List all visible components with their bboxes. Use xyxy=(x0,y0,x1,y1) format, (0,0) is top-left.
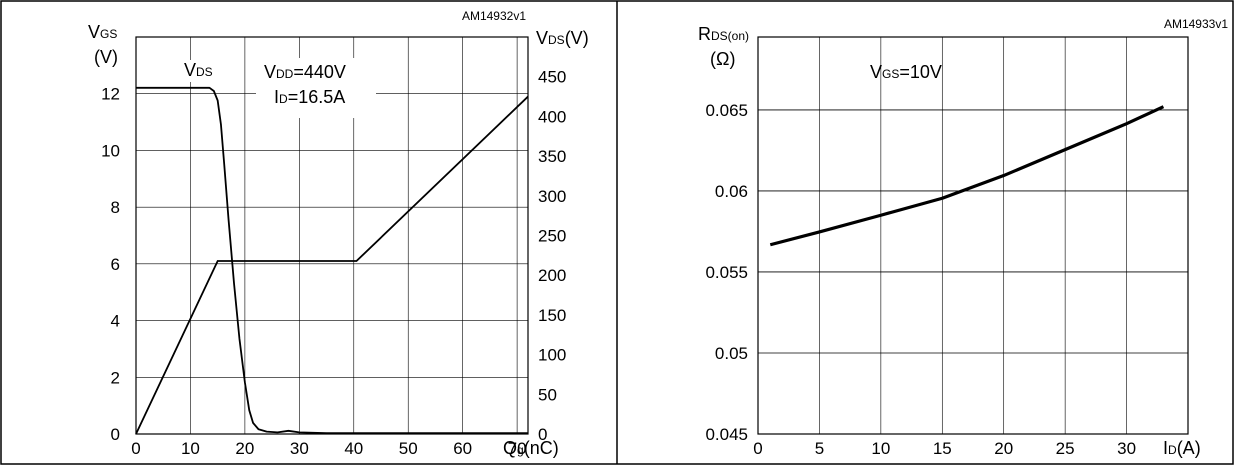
qg-tick-labels: 0 10 20 30 40 50 60 70 xyxy=(131,439,526,458)
vgs-axis-label: VGS xyxy=(88,22,117,42)
vgs-tick-label: 8 xyxy=(111,198,120,217)
vgs-tick-label: 4 xyxy=(111,312,120,331)
vds-tick-label: 450 xyxy=(538,68,566,87)
vds-annotation-mask xyxy=(180,60,230,82)
rdson-tick-label: 0.065 xyxy=(705,101,748,120)
id-tick-label: 30 xyxy=(1117,439,1136,458)
qg-axis-label: Qg(nC) xyxy=(503,438,559,458)
chart2-code: AM14933v1 xyxy=(1164,17,1228,31)
rdson-grid xyxy=(758,37,1188,434)
id-tick-label: 20 xyxy=(994,439,1013,458)
vgs-tick-labels: 0 2 4 6 8 10 12 xyxy=(101,85,120,444)
id-axis-label: ID(A) xyxy=(1163,438,1201,458)
vds-tick-label: 400 xyxy=(538,107,566,126)
qg-tick-label: 20 xyxy=(235,439,254,458)
chart1-code: AM14932v1 xyxy=(462,9,526,23)
qg-tick-label: 60 xyxy=(453,439,472,458)
qg-tick-label: 40 xyxy=(344,439,363,458)
id-tick-label: 10 xyxy=(871,439,890,458)
vgs-tick-label: 10 xyxy=(101,141,120,160)
vds-tick-label: 0 xyxy=(538,425,547,444)
qg-tick-label: 70 xyxy=(508,439,527,458)
gate-charge-chart: 0 2 4 6 8 10 12 0 50 100 150 200 250 300 350 400 450 0 1… xyxy=(88,9,589,458)
id-tick-label: 0 xyxy=(753,439,762,458)
qg-tick-label: 50 xyxy=(399,439,418,458)
rdson-tick-label: 0.06 xyxy=(715,182,748,201)
vgs-axis-unit: (V) xyxy=(94,47,118,67)
id-tick-label: 25 xyxy=(1056,439,1075,458)
rdson-tick-label: 0.05 xyxy=(715,344,748,363)
qg-tick-label: 0 xyxy=(131,439,140,458)
vgs-series-line xyxy=(135,95,529,435)
vds-tick-labels: 0 50 100 150 200 250 300 350 400 450 xyxy=(538,68,566,444)
vds-tick-label: 50 xyxy=(538,385,557,404)
rdson-axis-label: RDS(on) xyxy=(698,24,749,44)
vds-tick-label: 150 xyxy=(538,306,566,325)
vds-tick-label: 200 xyxy=(538,266,566,285)
vgs-tick-label: 2 xyxy=(111,368,120,387)
vds-tick-label: 250 xyxy=(538,227,566,246)
qg-tick-label: 10 xyxy=(181,439,200,458)
rdson-tick-labels: 0.045 0.05 0.055 0.06 0.065 xyxy=(705,101,748,444)
vds-tick-label: 100 xyxy=(538,346,566,365)
vds-curve-label: VDS xyxy=(184,60,213,80)
vds-tick-label: 300 xyxy=(538,187,566,206)
vds-series-line xyxy=(136,86,528,435)
qg-tick-label: 30 xyxy=(290,439,309,458)
vgs-tick-label: 12 xyxy=(101,85,120,104)
id-tick-labels: 0 5 10 15 20 25 30 xyxy=(753,439,1136,458)
rdson-chart: 0.045 0.05 0.055 0.06 0.065 0 5 10 15 20 25 30 AM1… xyxy=(698,17,1228,458)
vgs-tick-label: 0 xyxy=(111,425,120,444)
vgs-condition-label: VGS=10V xyxy=(870,62,942,82)
vgs-tick-label: 6 xyxy=(111,255,120,274)
rdson-series-line xyxy=(769,105,1165,247)
rdson-plot-frame xyxy=(757,36,1189,435)
rdson-tick-label: 0.055 xyxy=(705,263,748,282)
rdson-axis-unit: (Ω) xyxy=(710,49,735,69)
vds-axis-label: VDS(V) xyxy=(536,28,589,48)
condition-annotation-mask xyxy=(256,58,376,118)
id-condition-label: ID=16.5A xyxy=(274,87,345,107)
vds-tick-label: 350 xyxy=(538,147,566,166)
vdd-condition-label: VDD=440V xyxy=(264,62,346,82)
id-tick-label: 5 xyxy=(815,439,824,458)
rdson-tick-label: 0.045 xyxy=(705,425,748,444)
id-tick-label: 15 xyxy=(933,439,952,458)
